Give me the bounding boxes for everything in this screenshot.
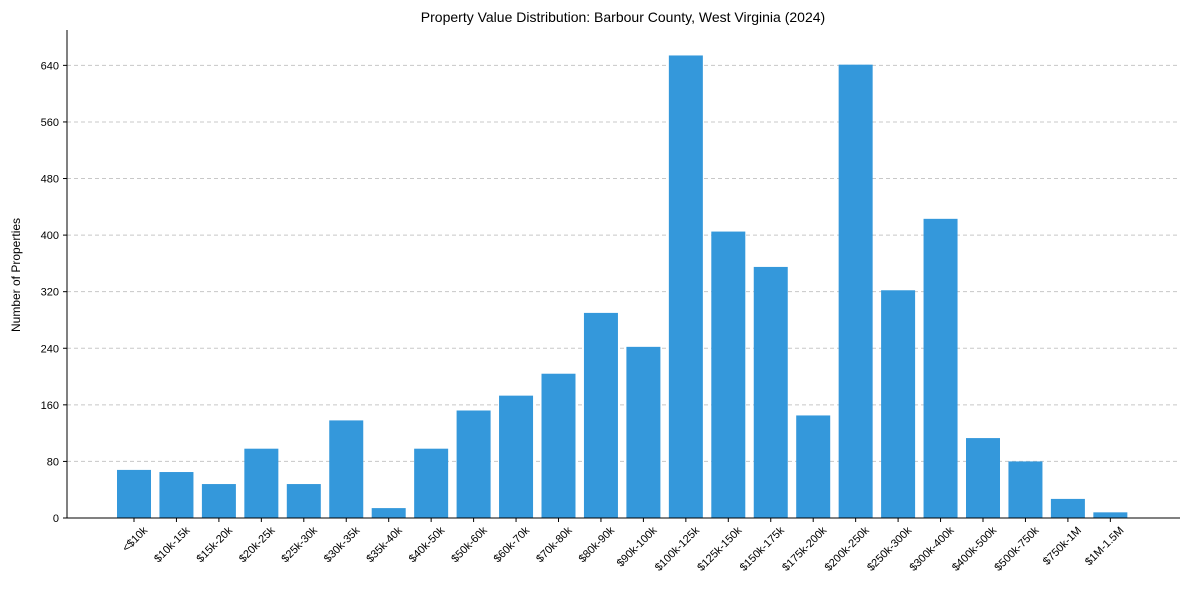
bar bbox=[499, 395, 534, 518]
x-tick-label: $300k-400k bbox=[908, 524, 957, 573]
x-tick-label: $80k-90k bbox=[577, 524, 618, 565]
bar bbox=[753, 266, 788, 518]
bar bbox=[966, 438, 1000, 518]
y-axis-label: Number of Properties bbox=[9, 218, 23, 332]
y-ticks: 0 80 160 240 320 400 480 560 640 bbox=[41, 60, 67, 525]
bar bbox=[1093, 512, 1128, 518]
x-tick-label: $150k-175k bbox=[738, 524, 787, 573]
x-tick-label: $400k-500k bbox=[950, 524, 999, 573]
bar bbox=[456, 410, 491, 518]
x-tick-label: $30k-35k bbox=[322, 524, 363, 565]
x-tick-label: $25k-30k bbox=[279, 524, 320, 565]
y-tick-label: 240 bbox=[41, 343, 59, 355]
x-tick-label: $750k-1M bbox=[1041, 525, 1084, 568]
y-tick-label: 320 bbox=[41, 287, 59, 299]
bar bbox=[159, 472, 194, 518]
bar bbox=[541, 373, 576, 518]
bar bbox=[668, 55, 703, 518]
y-tick-label: 160 bbox=[41, 400, 59, 412]
x-tick-label: <$10k bbox=[120, 524, 150, 554]
x-tick-label: $125k-150k bbox=[695, 524, 744, 573]
x-tick-label: $20k-25k bbox=[237, 524, 278, 565]
x-tick-label: $35k-40k bbox=[364, 524, 405, 565]
y-tick-label: 480 bbox=[41, 174, 59, 186]
bar bbox=[838, 64, 873, 518]
bar bbox=[881, 290, 916, 518]
bar bbox=[329, 420, 364, 518]
x-tick-label: $90k-100k bbox=[615, 524, 660, 569]
bar bbox=[286, 484, 321, 518]
x-tick-label: $175k-200k bbox=[780, 524, 829, 573]
bar bbox=[583, 312, 618, 518]
bar bbox=[201, 484, 236, 518]
x-tick-label: $100k-125k bbox=[653, 524, 702, 573]
x-tick-label: $500k-750k bbox=[992, 524, 1041, 573]
x-tick-label: $50k-60k bbox=[449, 524, 490, 565]
x-tick-label: $250k-300k bbox=[865, 524, 914, 573]
x-tick-label: $1M-1.5M bbox=[1083, 525, 1127, 569]
y-tick-label: 0 bbox=[53, 513, 59, 525]
x-ticks: <$10k $10k-15k $15k-20k $20k-25k $25k-30k $30… bbox=[120, 518, 1126, 574]
bar bbox=[1008, 461, 1043, 518]
bar bbox=[117, 469, 151, 518]
y-tick-label: 400 bbox=[41, 230, 59, 242]
x-tick-label: $15k-20k bbox=[195, 524, 236, 565]
x-tick-label: $40k-50k bbox=[407, 524, 448, 565]
x-tick-label: $10k-15k bbox=[152, 524, 193, 565]
grid-lines bbox=[67, 64, 1180, 462]
bars bbox=[117, 55, 1128, 518]
y-tick-label: 640 bbox=[41, 60, 59, 72]
y-tick-label: 560 bbox=[41, 117, 59, 129]
axes bbox=[66, 30, 1180, 519]
bar bbox=[626, 346, 661, 518]
bar bbox=[414, 448, 449, 518]
chart-title: Property Value Distribution: Barbour Cou… bbox=[421, 9, 825, 25]
x-tick-label: $60k-70k bbox=[492, 524, 533, 565]
bar bbox=[796, 415, 831, 518]
bar bbox=[923, 218, 958, 518]
bar bbox=[1050, 498, 1085, 518]
bar bbox=[244, 448, 279, 518]
x-tick-label: $200k-250k bbox=[823, 524, 872, 573]
y-tick-label: 80 bbox=[47, 456, 59, 468]
x-tick-label: $70k-80k bbox=[534, 524, 575, 565]
bar bbox=[711, 231, 746, 518]
bar bbox=[371, 508, 406, 518]
